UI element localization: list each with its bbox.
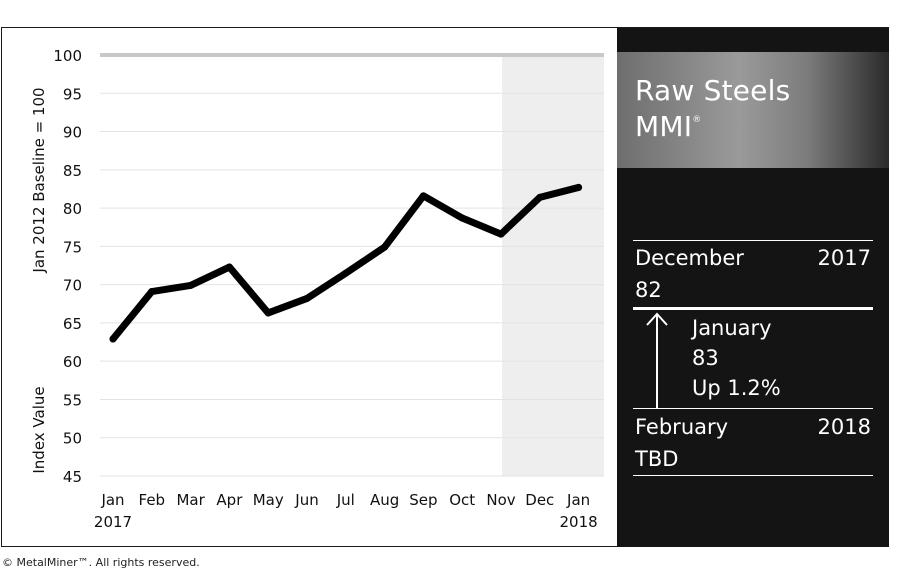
y-tick-label-70: 70	[63, 277, 82, 295]
y-tick-label-60: 60	[63, 353, 82, 371]
x-tick-label-9: Sep	[409, 491, 437, 509]
x-tick-label-5: May	[253, 491, 284, 509]
x-tick-label-12: Dec	[525, 491, 554, 509]
current-year: 2017	[817, 246, 871, 270]
panel-title-line1: Raw Steels	[635, 74, 791, 107]
y-tick-label-95: 95	[63, 85, 82, 103]
data-point-11	[497, 230, 505, 238]
y-tick-label-75: 75	[63, 238, 82, 256]
data-point-7	[342, 269, 350, 277]
panel-title-line2: MMI®	[635, 110, 701, 143]
copyright-text: © MetalMiner™. All rights reserved.	[2, 556, 200, 569]
data-point-5	[264, 309, 272, 317]
next-year: 2018	[817, 415, 871, 439]
panel-title-mmi: MMI	[635, 110, 693, 143]
up-arrow-icon	[646, 312, 668, 409]
x-axis-ticks: Jan Feb Mar Apr May Jun Jul Aug Sep Oct Nov Dec Jan 2…	[94, 491, 598, 531]
x-tick-label-3: Mar	[176, 491, 205, 509]
y-tick-label-80: 80	[63, 200, 82, 218]
y-axis-label-bottom: Index Value	[30, 386, 48, 473]
y-tick-label-85: 85	[63, 162, 82, 180]
info-panel: Raw Steels MMI® December 2017 82 January…	[617, 28, 889, 547]
data-point-8	[381, 243, 389, 251]
data-point-6	[303, 294, 311, 302]
y-tick-label-55: 55	[63, 391, 82, 409]
data-point-2	[148, 288, 156, 296]
data-point-1	[109, 335, 117, 343]
registered-mark: ®	[692, 115, 702, 125]
next-value: TBD	[635, 447, 679, 471]
title-box: Raw Steels MMI®	[617, 52, 889, 168]
y-tick-label-45: 45	[63, 468, 82, 486]
x-tick-label-11: Nov	[486, 491, 515, 509]
new-value: 83	[692, 346, 719, 370]
divider-middle	[633, 408, 873, 409]
divider-top	[633, 240, 873, 241]
data-point-9	[419, 192, 427, 200]
data-point-13	[575, 183, 583, 191]
y-axis-ticks: 100 95 90 85 80 75 70 65 60 55 50 45	[53, 47, 82, 486]
next-month: February	[635, 415, 729, 439]
x-year-label-2017: 2017	[94, 513, 132, 531]
current-value: 82	[635, 278, 662, 302]
x-tick-label-10: Oct	[449, 491, 475, 509]
x-tick-label-2: Feb	[139, 491, 166, 509]
x-year-label-2018: 2018	[560, 513, 598, 531]
x-tick-label-13: Jan	[566, 491, 590, 509]
data-points	[109, 183, 583, 343]
y-tick-label-50: 50	[63, 430, 82, 448]
divider-bottom	[633, 475, 873, 476]
x-tick-label-4: Apr	[216, 491, 243, 509]
y-tick-label-90: 90	[63, 124, 82, 142]
x-tick-label-8: Aug	[370, 491, 399, 509]
highlight-band	[502, 55, 604, 476]
change-text: Up 1.2%	[692, 376, 781, 400]
divider-thick	[633, 307, 873, 310]
x-tick-label-6: Jun	[294, 491, 318, 509]
data-point-10	[458, 214, 466, 222]
y-tick-label-65: 65	[63, 315, 82, 333]
x-tick-label-1: Jan	[100, 491, 124, 509]
current-month: December	[635, 246, 744, 270]
new-month: January	[692, 316, 772, 340]
data-point-3	[187, 281, 195, 289]
y-axis-label-top: Jan 2012 Baseline = 100	[30, 87, 48, 273]
data-point-12	[536, 193, 544, 201]
y-tick-label-100: 100	[53, 47, 82, 65]
data-point-4	[225, 263, 233, 271]
x-tick-label-7: Jul	[336, 491, 355, 509]
